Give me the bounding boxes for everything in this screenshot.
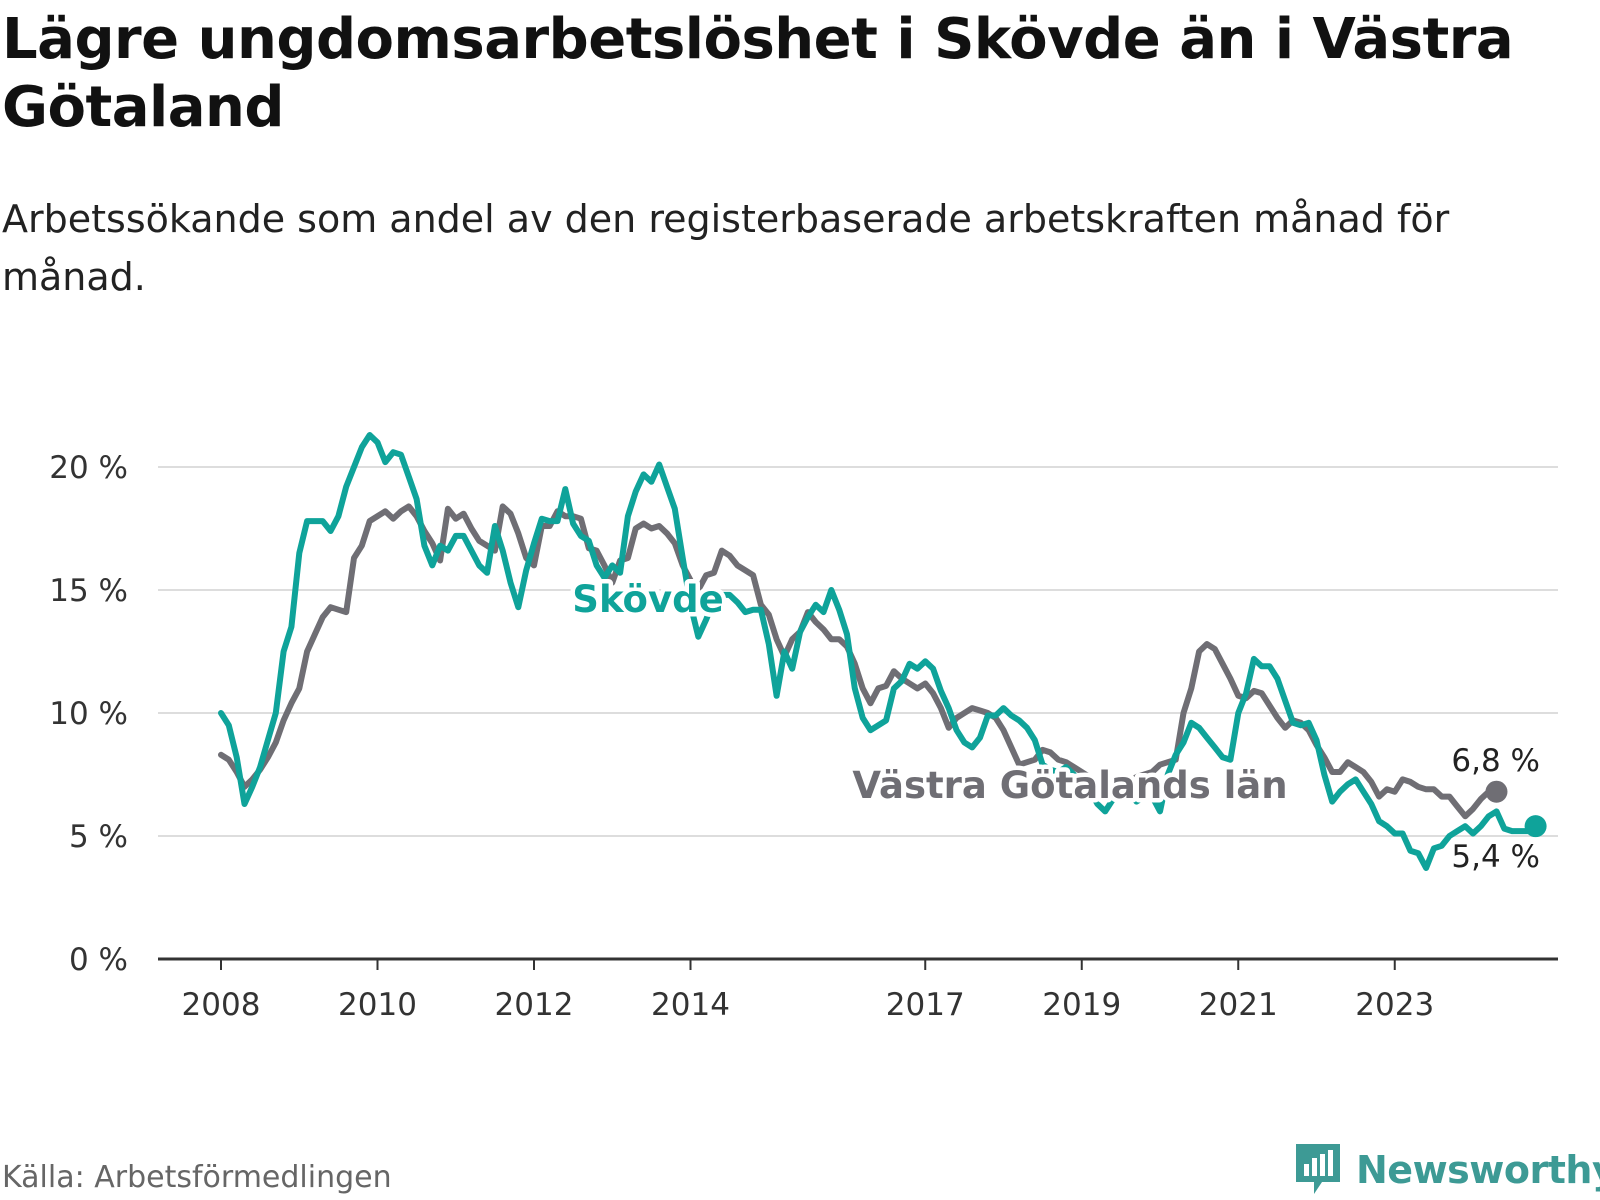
x-tick-label: 2019: [1042, 987, 1121, 1023]
y-axis-ticks: 0 % 5 % 10 % 15 % 20 %: [49, 450, 128, 978]
series-line-vastra-gotaland: [218, 503, 1500, 820]
x-tick-label: 2012: [495, 987, 574, 1023]
series-line-skovde: [218, 432, 1539, 871]
x-tick-label: 2023: [1355, 987, 1434, 1023]
y-tick-label: 5 %: [69, 819, 128, 855]
end-value-label-skovde: 5,4 %: [1451, 839, 1540, 875]
series-label-vastra-gotaland: Västra Götalands län: [852, 764, 1287, 807]
end-markers: 6,8 % 5,4 %: [1451, 743, 1547, 875]
newsworthy-logo-icon: [1296, 1144, 1340, 1194]
source-note: Källa: Arbetsförmedlingen: [2, 1160, 392, 1195]
y-tick-label: 15 %: [49, 573, 128, 609]
grid-lines: [158, 466, 1558, 837]
x-tick-label: 2014: [651, 987, 730, 1023]
end-value-label-vastra-gotaland: 6,8 %: [1451, 743, 1540, 779]
x-tick-label: 2021: [1199, 987, 1278, 1023]
x-axis: 2008 2010 2012 2014 2017 2019 2021 2023: [158, 957, 1558, 1023]
y-tick-label: 10 %: [49, 696, 128, 732]
y-tick-label: 20 %: [49, 450, 128, 486]
chart-subtitle: Arbetssökande som andel av den registerb…: [2, 197, 1450, 299]
end-marker-vastra-gotaland: [1485, 780, 1508, 803]
chart-title: Lägre ungdomsarbetslöshet i Skövde än i …: [2, 7, 1514, 140]
end-marker-skovde: [1524, 815, 1547, 838]
x-tick-label: 2008: [182, 987, 261, 1023]
series-labels: Västra Götalands län Skövde: [568, 574, 1292, 812]
series-label-skovde: Skövde: [572, 578, 723, 621]
newsworthy-logo[interactable]: Newsworthy: [1292, 1142, 1600, 1198]
y-tick-label: 0 %: [69, 942, 128, 978]
series-lines: [218, 432, 1539, 871]
x-tick-label: 2010: [338, 987, 417, 1023]
x-tick-label: 2017: [886, 987, 965, 1023]
newsworthy-logo-text: Newsworthy: [1356, 1148, 1600, 1192]
